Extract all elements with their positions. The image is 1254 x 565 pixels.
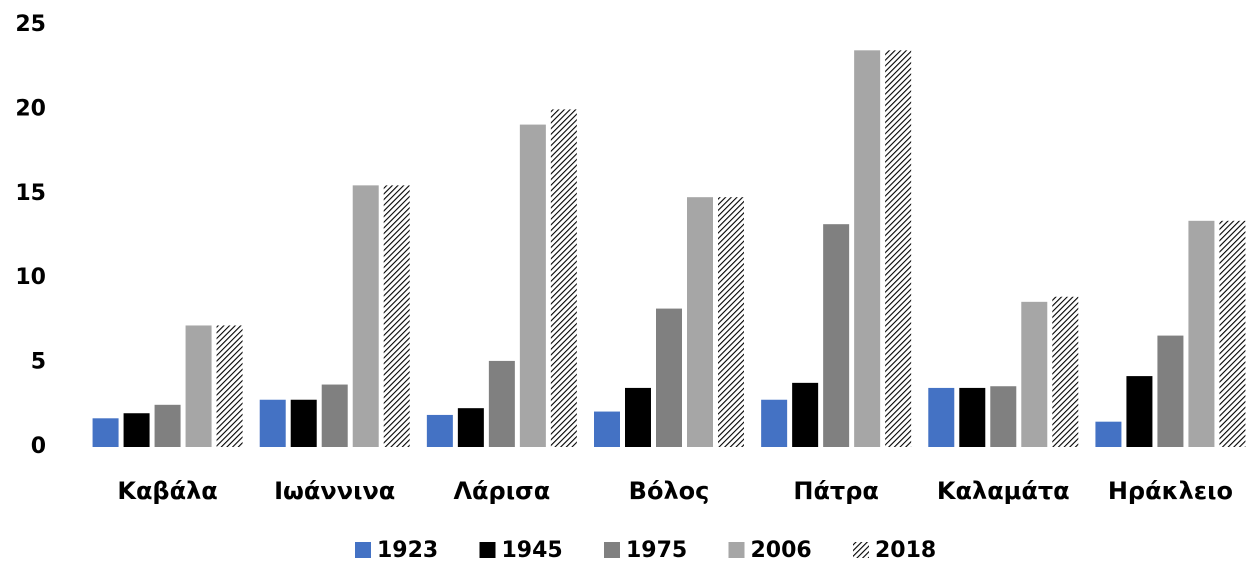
bar <box>1157 335 1184 447</box>
legend-swatch <box>604 542 620 558</box>
bar <box>1126 376 1153 447</box>
bar <box>457 408 484 447</box>
bar <box>426 414 453 447</box>
bar <box>488 360 515 447</box>
bar <box>625 387 651 447</box>
x-tick-label: Βόλος <box>629 477 710 505</box>
bar <box>290 399 317 447</box>
bar <box>718 197 744 447</box>
y-tick-label: 25 <box>15 12 46 37</box>
bar <box>1188 220 1215 447</box>
bar <box>854 50 881 447</box>
bar <box>123 413 150 447</box>
bar <box>321 384 348 447</box>
x-tick-label: Ιωάννινα <box>274 477 395 505</box>
bar <box>594 411 620 447</box>
bar <box>761 399 788 447</box>
bar <box>1052 296 1079 447</box>
bar <box>656 308 682 447</box>
bar <box>928 387 955 447</box>
bar <box>154 404 181 447</box>
bar <box>259 399 286 447</box>
bar <box>687 197 713 447</box>
bar <box>885 50 912 447</box>
legend-swatch <box>853 542 869 558</box>
legend-label: 1945 <box>502 538 563 563</box>
legend-swatch <box>479 542 496 558</box>
y-tick-label: 20 <box>15 96 46 121</box>
bar <box>550 109 577 448</box>
legend-label: 1923 <box>377 538 438 563</box>
legend-label: 1975 <box>626 538 687 563</box>
legend-label: 2018 <box>875 538 936 563</box>
x-tick-label: Καβάλα <box>117 477 217 505</box>
y-tick-label: 0 <box>31 434 46 459</box>
legend-label: 2006 <box>751 538 812 563</box>
bar <box>1095 421 1122 447</box>
bar <box>823 224 850 447</box>
bar <box>92 418 119 447</box>
bar <box>1219 220 1246 447</box>
x-tick-label: Λάρισα <box>453 477 550 505</box>
bar <box>519 124 546 447</box>
legend-swatch <box>355 542 371 558</box>
bar <box>352 185 379 448</box>
x-tick-label: Καλαμάτα <box>937 477 1070 505</box>
legend-swatch <box>728 542 745 558</box>
bar <box>383 185 410 448</box>
bar <box>216 325 243 447</box>
bar <box>185 325 212 447</box>
x-tick-label: Πάτρα <box>793 477 879 505</box>
bar <box>1021 301 1048 447</box>
y-tick-label: 5 <box>31 350 46 375</box>
bar <box>792 382 819 447</box>
bar <box>990 386 1017 447</box>
y-tick-label: 10 <box>15 265 46 290</box>
y-tick-label: 15 <box>15 181 46 206</box>
bar <box>959 387 986 447</box>
x-tick-label: Ηράκλειο <box>1108 477 1233 505</box>
